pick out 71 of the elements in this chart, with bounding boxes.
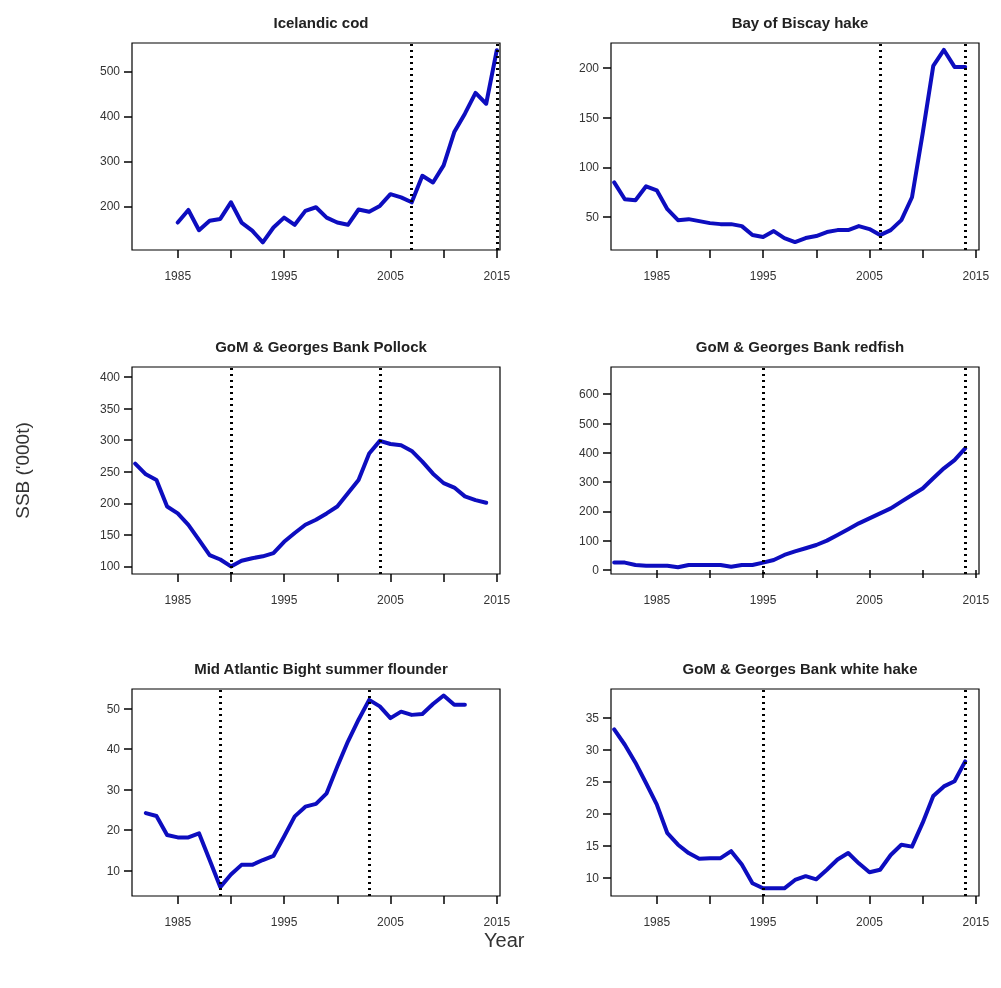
y-tick-label: 150	[578, 110, 600, 125]
y-tick-label: 200	[99, 199, 121, 214]
y-tick-label: 25	[585, 774, 600, 789]
y-tick-label: 40	[106, 742, 121, 757]
x-tick-label: 2005	[856, 915, 884, 929]
y-tick-label: 10	[106, 863, 121, 878]
x-tick-label: 2005	[377, 269, 405, 283]
x-tick-label: 2015	[483, 593, 511, 607]
line-series	[133, 438, 489, 569]
x-tick-label: 1995	[270, 593, 298, 607]
x-axis-title: Year	[484, 929, 525, 951]
y-axis-title: SSB ('000t)	[12, 422, 33, 519]
x-tick-label: 2015	[962, 593, 990, 607]
x-tick-label: 1985	[643, 593, 671, 607]
x-tick-label: 1995	[749, 269, 777, 283]
y-tick-label: 400	[578, 445, 600, 460]
y-tick-label: 300	[99, 154, 121, 169]
y-tick-label: 15	[585, 839, 600, 854]
y-tick-label: 350	[99, 401, 121, 416]
x-tick-label: 1985	[164, 269, 192, 283]
x-tick-label: 1985	[643, 269, 671, 283]
y-tick-label: 200	[578, 504, 600, 519]
chart-title: Bay of Biscay hake	[731, 14, 869, 31]
y-tick-label: 50	[585, 210, 600, 225]
y-tick-label: 20	[106, 823, 121, 838]
x-tick-label: 1995	[270, 269, 298, 283]
y-tick-label: 20	[585, 806, 600, 821]
line-series	[612, 47, 968, 245]
y-tick-label: 10	[585, 871, 600, 886]
x-tick-label: 2005	[856, 593, 884, 607]
y-tick-label: 30	[106, 782, 121, 797]
x-tick-label: 2015	[483, 269, 511, 283]
x-tick-label: 2005	[377, 593, 405, 607]
x-tick-label: 2005	[856, 269, 884, 283]
chart-title: GoM & Georges Bank white hake	[682, 660, 918, 677]
y-tick-label: 300	[99, 433, 121, 448]
chart-title: Mid Atlantic Bight summer flounder	[194, 660, 448, 677]
x-tick-label: 1985	[164, 593, 192, 607]
line-series	[612, 727, 968, 891]
x-tick-label: 2015	[962, 915, 990, 929]
y-tick-label: 400	[99, 370, 121, 385]
y-tick-label: 100	[578, 160, 600, 175]
y-tick-label: 500	[99, 64, 121, 79]
y-tick-label: 35	[585, 710, 600, 725]
chart-title: GoM & Georges Bank redfish	[695, 338, 905, 355]
chart-title: GoM & Georges Bank Pollock	[215, 338, 428, 355]
y-tick-label: 600	[578, 387, 600, 402]
line-series	[143, 693, 467, 890]
line-series	[612, 446, 968, 570]
y-tick-label: 200	[578, 60, 600, 75]
y-tick-label: 400	[99, 109, 121, 124]
x-tick-label: 1995	[749, 915, 777, 929]
y-tick-label: 100	[578, 533, 600, 548]
chart-title: Icelandic cod	[273, 14, 369, 31]
y-tick-label: 100	[99, 559, 121, 574]
x-tick-label: 1985	[164, 915, 192, 929]
x-tick-label: 1985	[643, 915, 671, 929]
y-tick-label: 200	[99, 496, 121, 511]
x-tick-label: 1995	[749, 593, 777, 607]
y-tick-label: 250	[99, 464, 121, 479]
x-tick-label: 2005	[377, 915, 405, 929]
y-tick-label: 30	[585, 742, 600, 757]
y-tick-label: 150	[99, 527, 121, 542]
y-tick-label: 50	[106, 701, 121, 716]
line-series	[175, 48, 499, 245]
x-tick-label: 1995	[270, 915, 298, 929]
y-tick-label: 300	[578, 475, 600, 490]
x-tick-label: 2015	[962, 269, 990, 283]
y-tick-label: 0	[592, 562, 600, 577]
x-tick-label: 2015	[483, 915, 511, 929]
y-tick-label: 500	[578, 416, 600, 431]
